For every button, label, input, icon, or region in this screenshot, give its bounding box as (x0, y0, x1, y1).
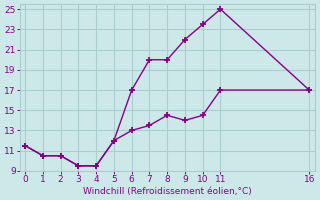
X-axis label: Windchill (Refroidissement éolien,°C): Windchill (Refroidissement éolien,°C) (83, 187, 252, 196)
